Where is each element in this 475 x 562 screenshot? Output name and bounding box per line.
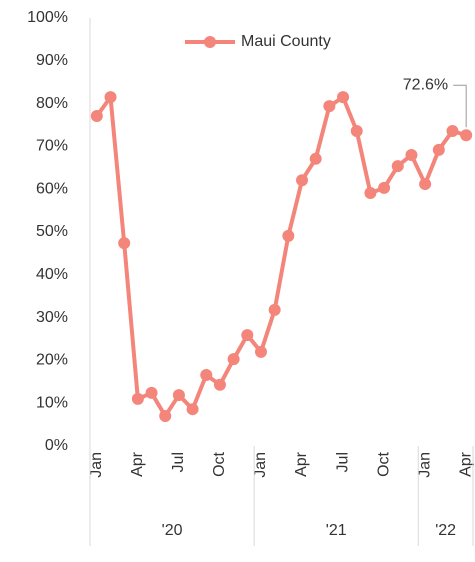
data-point: [131, 392, 144, 405]
data-point: [337, 91, 350, 104]
group-label: '21: [326, 522, 347, 539]
data-point: [104, 91, 117, 104]
legend-label: Maui County: [241, 33, 331, 50]
x-tick-label: Jan: [416, 452, 433, 478]
data-point: [145, 386, 158, 399]
data-point: [159, 410, 172, 423]
y-tick-label: 30%: [36, 309, 68, 326]
data-point: [90, 110, 103, 123]
data-point: [213, 378, 226, 391]
y-tick-label: 50%: [36, 223, 68, 240]
label-leader: [453, 84, 467, 128]
data-point: [323, 100, 336, 113]
data-point: [405, 148, 418, 161]
x-tick-label: Apr: [129, 451, 146, 477]
data-label: 72.6%: [403, 76, 448, 93]
data-point: [227, 353, 240, 366]
group-label: '20: [162, 522, 183, 539]
y-tick-label: 0%: [45, 437, 68, 454]
data-point: [200, 368, 213, 381]
data-point: [364, 187, 377, 200]
x-tick-label: Jan: [88, 452, 105, 478]
x-tick-label: Jan: [252, 452, 269, 478]
data-point: [186, 403, 199, 416]
y-tick-label: 10%: [36, 394, 68, 411]
data-point: [419, 178, 432, 191]
data-point: [446, 124, 459, 137]
data-point: [391, 160, 404, 173]
y-tick-label: 70%: [36, 138, 68, 155]
data-point: [296, 174, 309, 187]
legend-marker: [204, 36, 216, 48]
data-point: [309, 152, 322, 165]
x-tick-label: Jul: [170, 452, 187, 472]
data-point: [460, 129, 473, 142]
x-tick-label: Apr: [293, 451, 310, 477]
x-tick-label: Apr: [457, 451, 474, 477]
x-tick-label: Oct: [211, 451, 228, 476]
y-tick-label: 100%: [27, 9, 68, 26]
group-label: '22: [435, 522, 456, 539]
y-tick-label: 90%: [36, 52, 68, 69]
data-point: [268, 303, 281, 316]
x-tick-label: Jul: [334, 452, 351, 472]
y-tick-label: 40%: [36, 266, 68, 283]
data-point: [118, 237, 131, 250]
data-point: [172, 389, 185, 402]
series-line: [95, 95, 467, 419]
y-tick-label: 20%: [36, 352, 68, 369]
x-tick-label: Oct: [375, 451, 392, 476]
data-point: [241, 329, 254, 342]
data-point: [350, 124, 363, 137]
data-point: [282, 229, 295, 242]
y-tick-label: 80%: [36, 95, 68, 112]
y-tick-label: 60%: [36, 180, 68, 197]
data-point: [254, 345, 267, 358]
data-point: [378, 181, 391, 194]
data-point: [432, 143, 445, 156]
